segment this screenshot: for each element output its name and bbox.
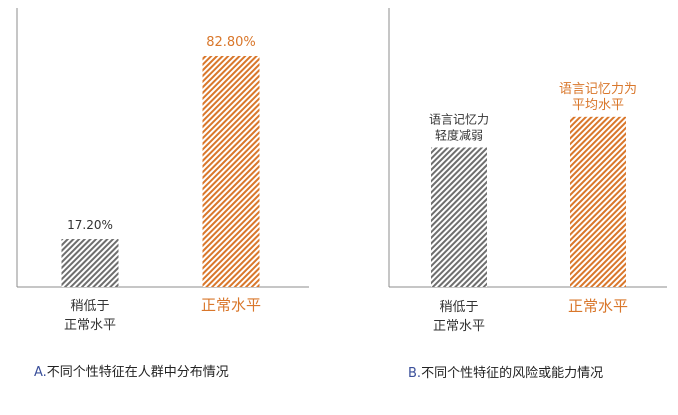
bar-a-2 (202, 55, 260, 287)
value-label-a-2: 82.80% (206, 35, 256, 50)
value-label-b-1-line2: 轻度减弱 (435, 128, 483, 143)
category-label-b-1-line1: 稍低于 (439, 300, 478, 315)
category-label-b-2: 正常水平 (568, 297, 628, 315)
bar-b-2 (570, 116, 626, 287)
caption-b: B.不同个性特征的风险或能力情况 (408, 365, 603, 381)
value-label-a-1: 17.20% (67, 218, 113, 232)
value-label-b-1-line1: 语言记忆力 (429, 113, 489, 127)
bar-a-1 (61, 239, 119, 287)
caption-a: A.不同个性特征在人群中分布情况 (34, 365, 229, 380)
bar-b-1 (431, 147, 487, 287)
category-label-a-1-line2: 正常水平 (64, 318, 116, 333)
category-label-b-1-line2: 正常水平 (433, 319, 485, 334)
category-label-a-2: 正常水平 (201, 296, 261, 314)
value-label-b-2-line1: 语言记忆力为 (559, 81, 637, 97)
category-label-a-1-line1: 稍低于 (70, 299, 109, 314)
value-label-b-2-line2: 平均水平 (572, 98, 624, 113)
